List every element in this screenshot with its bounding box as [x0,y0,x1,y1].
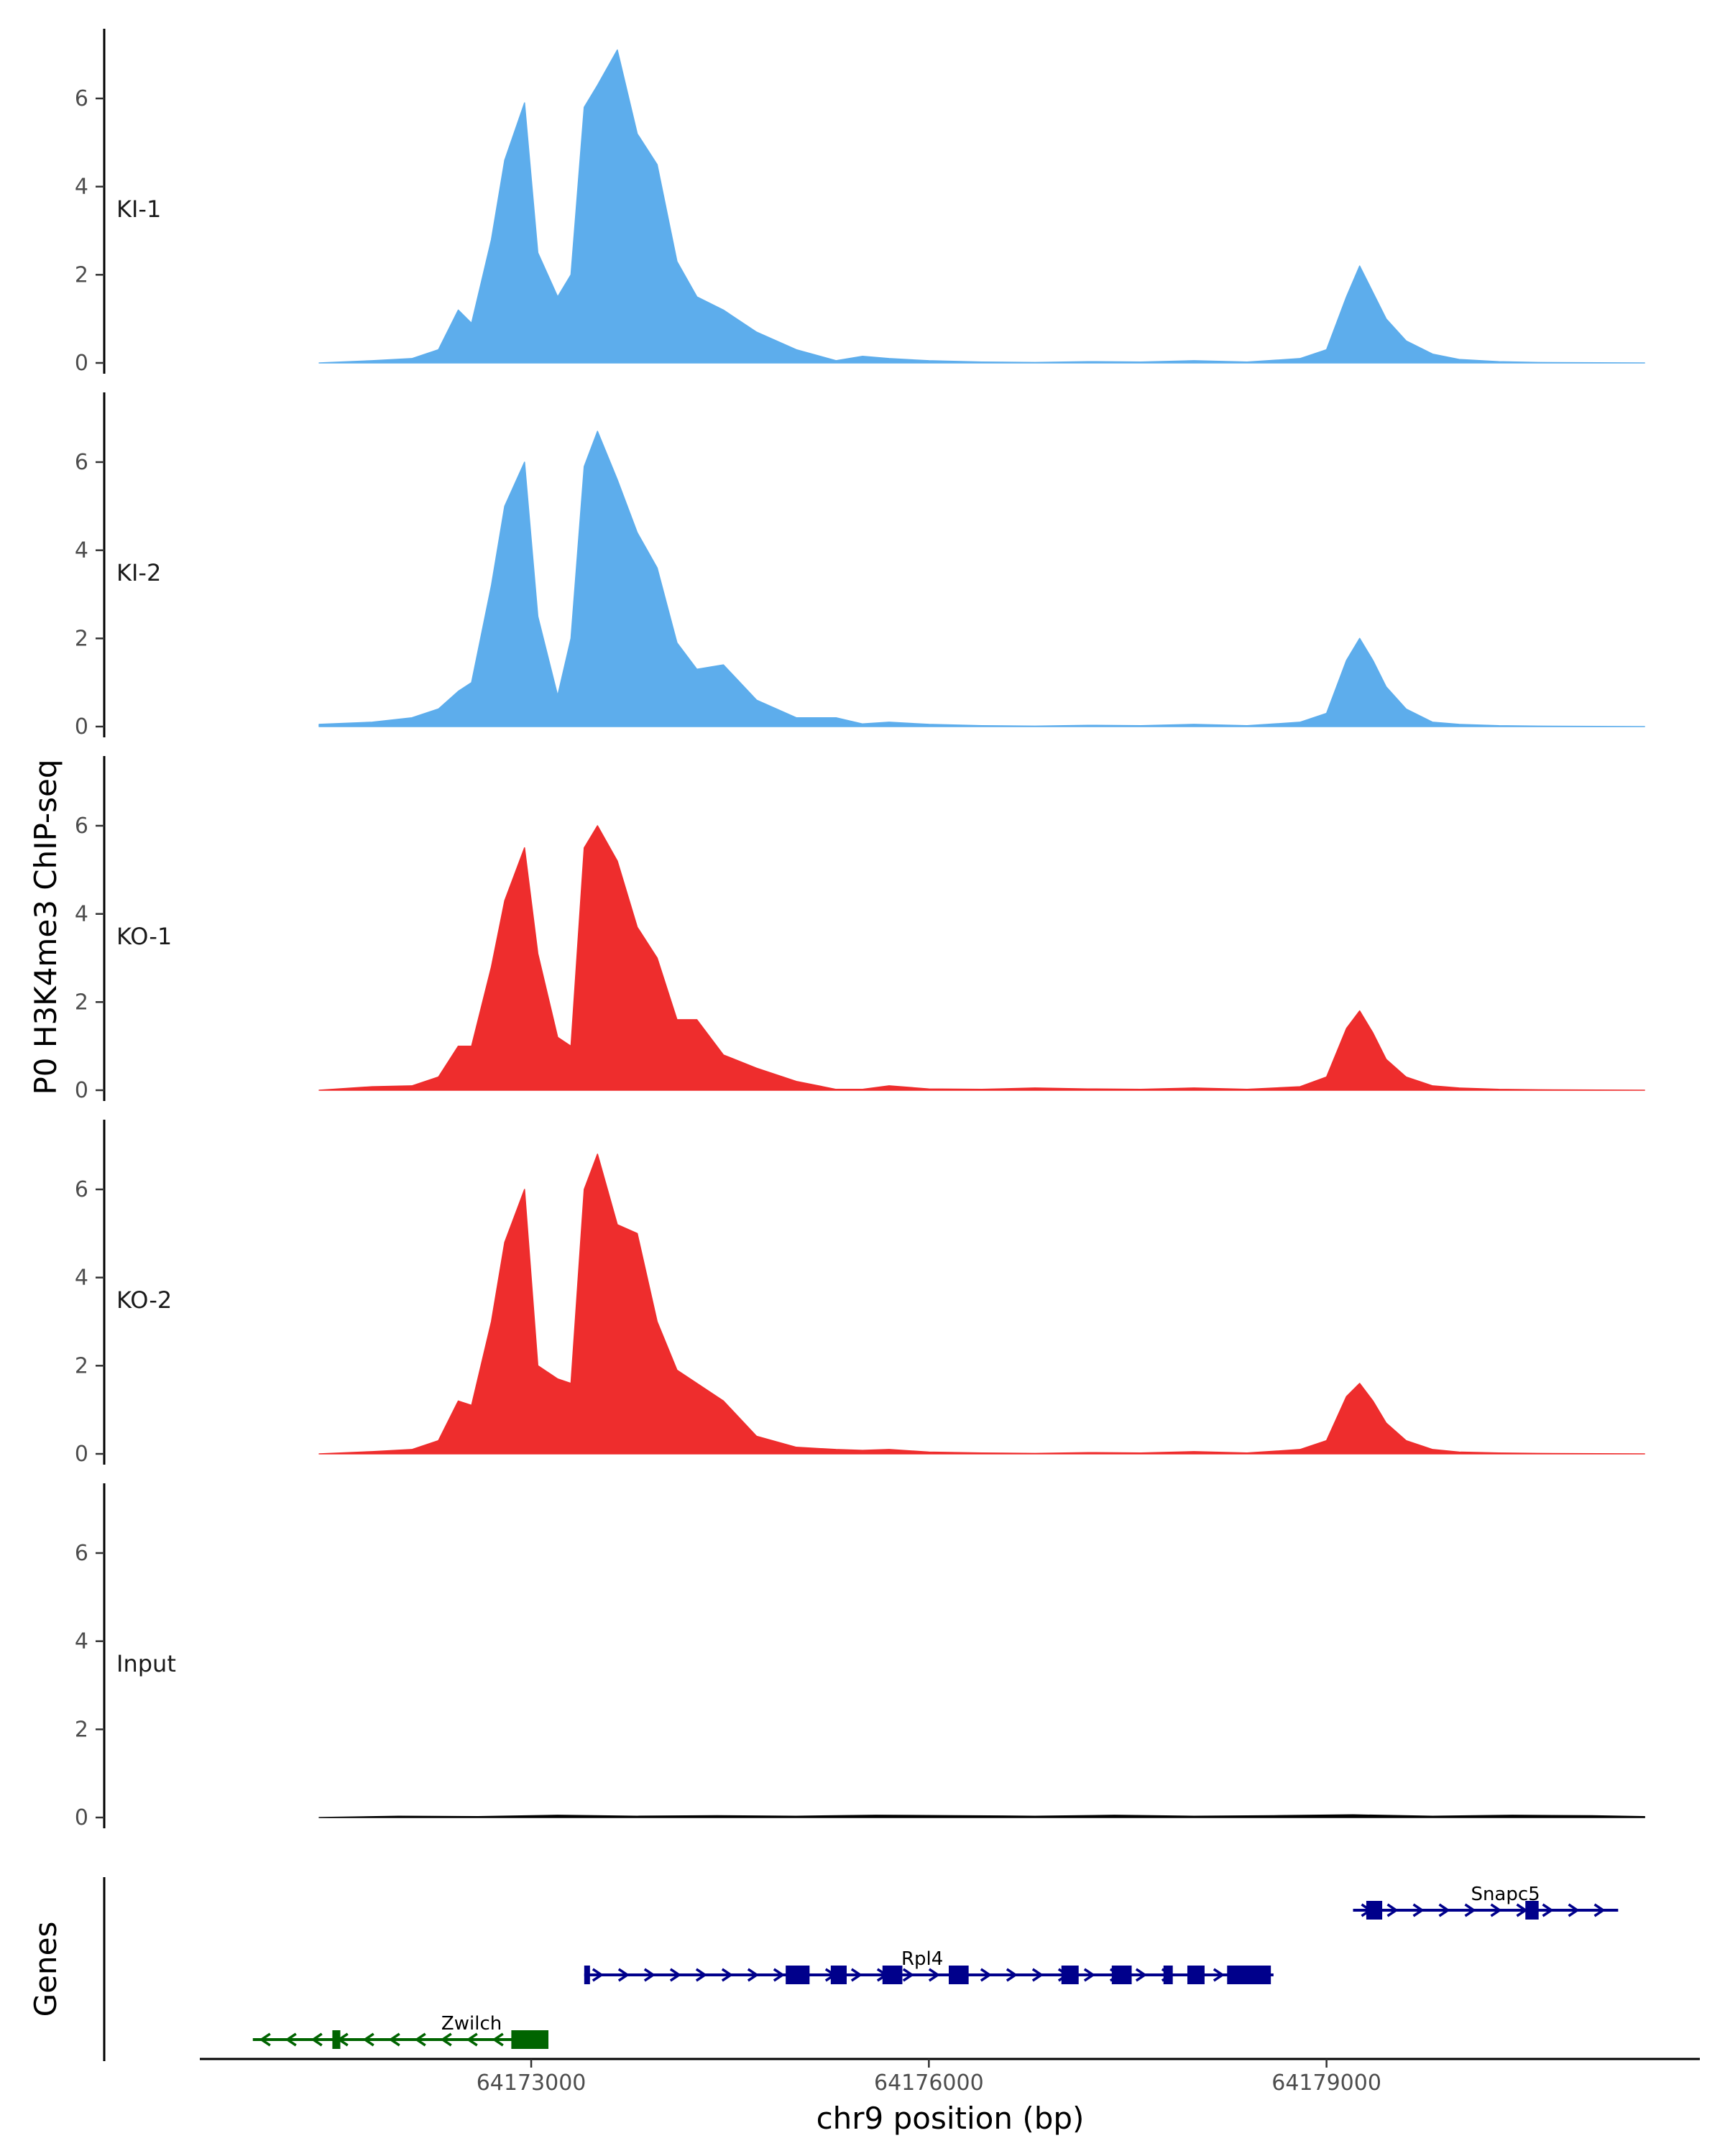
y-tick-label: 0 [75,1442,88,1467]
x-tick-label: 64173000 [477,2070,586,2096]
strand-arrow [1593,1903,1606,1917]
track-label: KI-2 [116,559,161,586]
y-tick-label: 4 [75,1266,88,1291]
track-label: Input [116,1650,176,1677]
coverage-area [318,1153,1645,1455]
x-axis: 64173000 64176000 64179000 [200,2058,1700,2096]
strand-arrow [928,1968,940,1982]
gene-label: Snapc5 [1471,1884,1540,1905]
track-input: 0 2 4 6 Input [75,1483,1645,1830]
strand-arrow [773,1968,785,1982]
exon [332,2030,341,2049]
strand-arrow [1006,1968,1018,1982]
y-tick-label: 2 [75,626,88,651]
strand-arrow [617,1968,630,1982]
strand-arrow [1083,1968,1095,1982]
gene-label: Zwilch [441,2013,502,2035]
exon [830,1966,847,1984]
strand-arrow [1031,1968,1044,1982]
strand-arrow [1438,1903,1450,1917]
y-tick-label: 2 [75,262,88,287]
strand-arrow [592,1968,604,1982]
strand-arrow [1542,1903,1554,1917]
y-tick-label: 0 [75,714,88,740]
strand-arrow [850,1968,862,1982]
strand-arrow [310,2032,323,2047]
strand-arrow [1213,1968,1225,1982]
y-tick-label: 6 [75,86,88,111]
y-tick-label: 4 [75,902,88,927]
exon [1061,1966,1079,1984]
exon [1366,1901,1383,1920]
strand-arrow [1568,1903,1580,1917]
y-tick-label: 0 [75,1078,88,1103]
exon [1111,1966,1132,1984]
y-tick-label: 2 [75,990,88,1015]
coverage-area [318,430,1645,727]
exon [786,1966,810,1984]
y-tick-label: 2 [75,1717,88,1742]
strand-arrow [259,2032,271,2047]
exon [882,1966,903,1984]
y-tick-label: 4 [75,538,88,563]
y-tick-label: 6 [75,1541,88,1566]
coverage-area [318,49,1645,364]
strand-arrow [1464,1903,1476,1917]
strand-arrow [1386,1903,1399,1917]
track-ko-2: 0 2 4 6 KO-2 [75,1120,1645,1467]
x-tick-label: 64179000 [1271,2070,1381,2096]
strand-arrow [440,2032,452,2047]
y-tick-label: 4 [75,175,88,200]
exon [584,1966,590,1984]
strand-arrow [285,2032,297,2047]
y-axis-title: P0 H3K4me3 ChIP-seq [28,759,63,1095]
y-tick-label: 2 [75,1353,88,1378]
strand-arrow [669,1968,681,1982]
strand-arrow [1412,1903,1425,1917]
track-ki-1: 0 2 4 6 KI-1 [75,29,1645,376]
exon [1227,1966,1271,1984]
exon [511,2030,549,2049]
y-tick-label: 6 [75,450,88,475]
track-label: KO-1 [116,923,172,950]
y-tick-label: 6 [75,814,88,839]
strand-arrow [980,1968,992,1982]
exon [1187,1966,1205,1984]
gene-label: Rpl4 [901,1948,943,1970]
track-label: KI-1 [116,195,161,223]
strand-arrow [466,2032,478,2047]
x-tick-label: 64176000 [874,2070,984,2096]
strand-arrow [721,1968,733,1982]
exon [949,1966,969,1984]
y-tick-label: 6 [75,1177,88,1202]
x-axis-title: chr9 position (bp) [816,2101,1085,2136]
track-ki-2: 0 2 4 6 KI-2 [75,392,1645,740]
coverage-area [318,1814,1645,1818]
gene-snapc5: Snapc5 [1353,1884,1619,1920]
track-ko-1: 0 2 4 6 KO-1 [75,756,1645,1103]
coverage-tracks: 0 2 4 6 KI-1 0 2 4 6 KI-2 0 2 4 6 KO-1 0 2 4 6 KO-2 0 2 4 6 Inpu… [75,29,1645,1830]
coverage-area [318,825,1645,1091]
strand-arrow [695,1968,707,1982]
genes-panel: Snapc5 Rpl4 Zwilch [103,1877,1619,2061]
strand-arrow [643,1968,656,1982]
y-tick-label: 4 [75,1629,88,1654]
track-label: KO-2 [116,1286,172,1314]
strand-arrow [747,1968,759,1982]
strand-arrow [388,2032,400,2047]
strand-arrow [1135,1968,1147,1982]
strand-arrow [492,2032,504,2047]
y-tick-label: 0 [75,1805,88,1830]
genes-axis-title: Genes [28,1922,63,2017]
strand-arrow [1490,1903,1502,1917]
exon [1525,1901,1539,1920]
strand-arrow [902,1968,914,1982]
exon [1163,1966,1173,1984]
gene-zwilch: Zwilch [252,2013,549,2049]
strand-arrow [414,2032,426,2047]
gene-rpl4: Rpl4 [584,1948,1274,1984]
y-tick-label: 0 [75,351,88,376]
strand-arrow [362,2032,374,2047]
